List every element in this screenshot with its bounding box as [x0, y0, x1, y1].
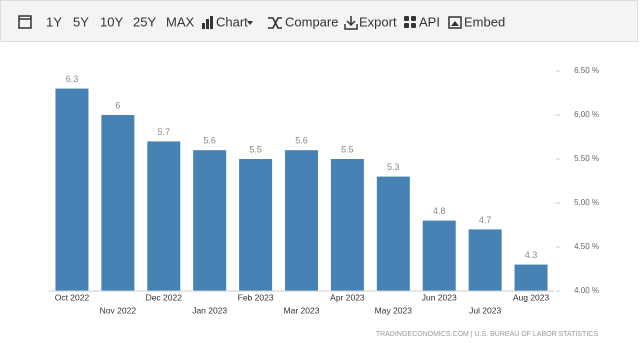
value-label: 4.3: [525, 250, 538, 260]
chart-button[interactable]: Chart: [216, 14, 248, 29]
value-label: 5.6: [295, 136, 308, 146]
x-tick-label: Aug 2023: [513, 292, 550, 302]
value-label: 5.7: [158, 127, 171, 137]
source: TRADINGECONOMICS.COM | U.S. BUREAU OF LA…: [376, 331, 598, 338]
api-button[interactable]: API: [419, 14, 440, 29]
y-tick-label: 5.50 %: [574, 154, 599, 163]
bar: [55, 88, 89, 291]
bar: [239, 159, 273, 291]
bar: [101, 115, 135, 291]
export-button[interactable]: Export: [359, 14, 397, 29]
x-tick-label: Mar 2023: [284, 305, 320, 315]
bar: [193, 150, 227, 291]
value-label: 4.7: [479, 215, 492, 225]
y-tick-label: 4.50 %: [574, 242, 599, 251]
value-label: 4.8: [433, 206, 446, 216]
caret[interactable]: [247, 21, 253, 25]
value-label: 5.6: [203, 136, 216, 146]
value-label: 5.5: [249, 144, 262, 154]
chart-icon[interactable]: [202, 16, 213, 29]
x-tick-label: Dec 2022: [146, 292, 183, 302]
embed-icon[interactable]: [448, 16, 462, 29]
bar: [285, 150, 318, 291]
chart: TRADINGECONOMICS.COM | U.S. BUREAU OF LA…: [12, 42, 628, 343]
range-1y[interactable]: 1Y: [46, 14, 62, 29]
x-tick-label: Jul 2023: [469, 305, 501, 315]
compare-icon[interactable]: [268, 17, 282, 29]
value-label: 5.3: [387, 162, 400, 172]
x-tick-label: May 2023: [375, 305, 413, 315]
bar: [422, 220, 456, 291]
x-tick-label: Jun 2023: [422, 292, 457, 302]
bar: [376, 176, 410, 291]
toolbar: 1Y 5Y 10Y 25Y MAX Chart Compare Export A…: [0, 0, 638, 42]
y-tick-label: 6.50 %: [574, 66, 599, 75]
bar: [330, 159, 364, 291]
y-tick-label: 4.00 %: [574, 286, 599, 295]
x-tick-label: Jan 2023: [192, 305, 227, 315]
range-5y[interactable]: 5Y: [73, 14, 89, 29]
value-label: 5.5: [341, 144, 354, 154]
range-10y[interactable]: 10Y: [100, 14, 123, 29]
bar: [468, 229, 502, 291]
compare-button[interactable]: Compare: [285, 14, 338, 29]
calendar-icon[interactable]: [18, 15, 32, 29]
value-label: 6: [115, 100, 120, 110]
export-icon[interactable]: [344, 16, 358, 30]
bar: [514, 264, 548, 291]
toolbar-svg: 1Y 5Y 10Y 25Y MAX Chart Compare Export A…: [18, 14, 505, 30]
x-tick-label: Apr 2023: [330, 292, 365, 302]
bar: [147, 141, 181, 291]
x-tick-label: Feb 2023: [238, 292, 274, 302]
x-tick-label: Nov 2022: [100, 305, 137, 315]
value-label: 6.3: [66, 74, 79, 84]
x-tick-label: Oct 2022: [55, 292, 90, 302]
y-tick-label: 5.00 %: [574, 198, 599, 207]
range-max[interactable]: MAX: [166, 14, 195, 29]
api-icon[interactable]: [404, 16, 416, 28]
y-tick-label: 6.00 %: [574, 110, 599, 119]
embed-button[interactable]: Embed: [464, 14, 505, 29]
range-25y[interactable]: 25Y: [133, 14, 156, 29]
